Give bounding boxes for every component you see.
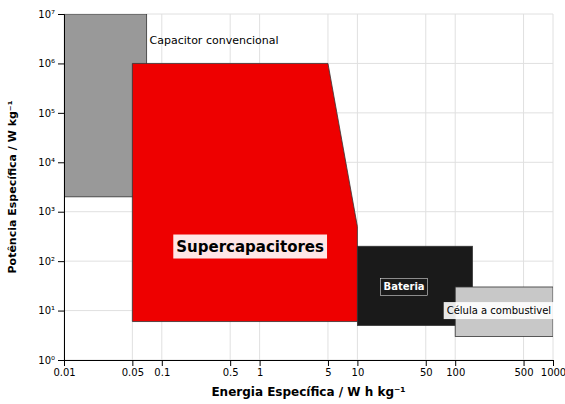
x-axis-line — [65, 361, 554, 367]
y-tick: 10¹ — [38, 305, 64, 316]
y-tick-mark — [58, 162, 64, 163]
region-label: Bateria — [384, 281, 425, 292]
label-box — [444, 302, 554, 319]
x-tick: 0.1 — [154, 360, 170, 378]
y-tick-mark — [58, 261, 64, 262]
y-tick-label: 10⁵ — [38, 108, 55, 119]
region-label-group: Bateria — [381, 278, 428, 295]
x-tick: 0.05 — [122, 360, 144, 378]
x-tick: 10 — [352, 360, 365, 378]
x-tick-label: 50 — [420, 367, 433, 378]
x-axis-title: Energia Específica / W h kg⁻¹ — [211, 385, 405, 399]
y-axis-title: Potência Específica / W kg⁻¹ — [6, 100, 19, 273]
x-tick-label: 100 — [446, 367, 465, 378]
y-tick: 10² — [38, 256, 64, 267]
y-tick-mark — [58, 113, 64, 114]
y-tick-label: 10² — [38, 256, 55, 267]
label-box — [381, 278, 428, 295]
y-axis-line — [58, 15, 65, 361]
y-tick-label: 10⁷ — [38, 9, 55, 20]
y-tick-label: 10³ — [38, 206, 55, 217]
region-label: Célula a combustivel — [447, 305, 551, 316]
grid — [64, 14, 553, 360]
y-tick-mark — [58, 14, 64, 15]
x-tick-mark — [455, 360, 456, 366]
x-tick-label: 1 — [257, 367, 263, 378]
y-tick-mark — [58, 360, 64, 361]
y-tick-label: 10⁶ — [38, 58, 55, 69]
region — [132, 63, 357, 321]
plot-area — [64, 14, 553, 336]
x-tick: 100 — [446, 360, 465, 378]
y-tick-mark — [58, 311, 64, 312]
x-tick: 1000 — [541, 360, 565, 378]
region-label: Capacitor convencional — [150, 34, 279, 47]
x-tick-mark — [524, 360, 525, 366]
x-tick-label: 0.1 — [154, 367, 170, 378]
x-tick-label: 1000 — [541, 367, 565, 378]
y-tick: 10⁷ — [38, 9, 64, 20]
region-labels: Capacitor convencional Supercapacitores Ba… — [150, 34, 555, 319]
x-tick: 50 — [420, 360, 433, 378]
x-tick-label: 500 — [515, 367, 534, 378]
y-tick-mark — [58, 212, 64, 213]
x-tick-mark — [553, 360, 554, 366]
y-tick: 10⁵ — [38, 108, 64, 119]
x-tick-mark — [230, 360, 231, 366]
chart: 0.010.050.10.5151050100500100010⁰10¹10²1… — [0, 0, 565, 404]
x-tick-mark — [132, 360, 133, 366]
x-tick-label: 10 — [352, 367, 365, 378]
y-axis: 10⁰ 10¹ 10² 10³ 10⁴ 10⁵ 10⁶ 10⁷ — [38, 9, 64, 366]
region-label-group: Célula a combustivel — [444, 302, 554, 319]
x-tick-mark — [357, 360, 358, 366]
x-tick: 0.01 — [53, 360, 75, 378]
x-tick: 1 — [257, 360, 263, 378]
x-tick-mark — [260, 360, 261, 366]
x-tick-mark — [162, 360, 163, 366]
x-axis: 0.01 0.05 0.1 0.5 1 5 10 50 100 500 1000 — [53, 360, 565, 378]
x-tick-label: 5 — [325, 367, 331, 378]
y-tick: 10⁴ — [38, 157, 64, 168]
x-tick-mark — [426, 360, 427, 366]
x-tick-label: 0.5 — [223, 367, 239, 378]
x-tick: 5 — [325, 360, 331, 378]
y-tick: 10⁰ — [38, 355, 64, 366]
y-tick-label: 10⁴ — [38, 157, 55, 168]
y-tick: 10⁶ — [38, 58, 64, 69]
x-tick-label: 0.01 — [53, 367, 75, 378]
region-label-group: Supercapacitores — [173, 235, 327, 259]
y-tick: 10³ — [38, 206, 64, 217]
y-tick-mark — [58, 63, 64, 64]
label-box — [173, 235, 327, 259]
region-label-group: Capacitor convencional — [150, 34, 279, 47]
region-label: Supercapacitores — [176, 238, 324, 256]
x-tick-label: 0.05 — [122, 367, 144, 378]
x-tick-mark — [328, 360, 329, 366]
y-tick-label: 10¹ — [38, 305, 55, 316]
x-tick: 0.5 — [223, 360, 239, 378]
y-tick-label: 10⁰ — [38, 355, 55, 366]
x-tick: 500 — [515, 360, 534, 378]
